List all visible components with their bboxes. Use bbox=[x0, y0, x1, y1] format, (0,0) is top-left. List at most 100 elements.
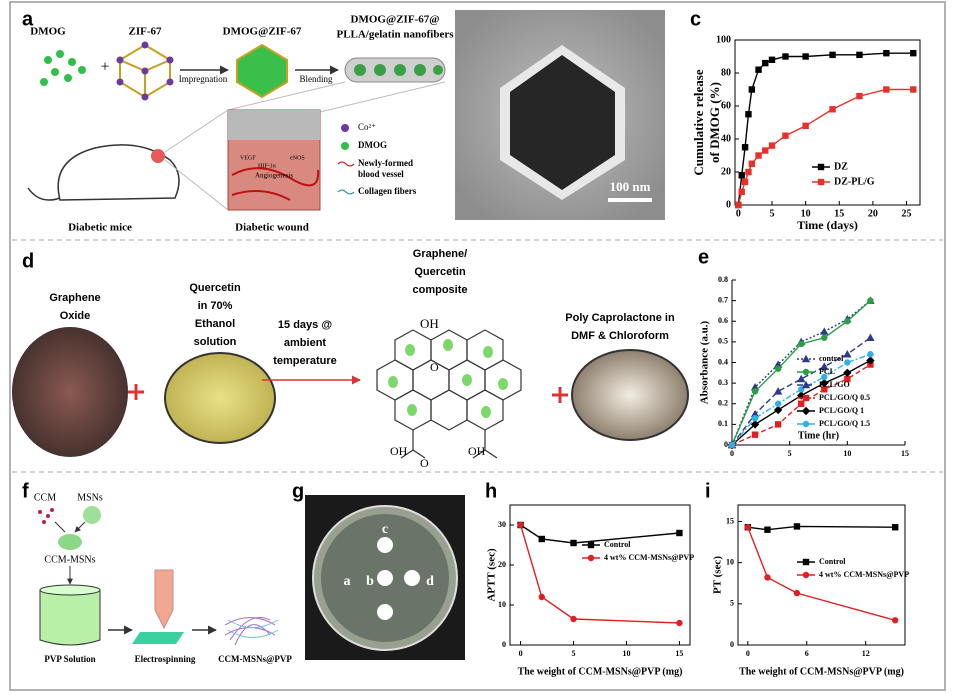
y-tick-label: 0.1 bbox=[718, 419, 728, 428]
marker bbox=[762, 147, 769, 154]
marker bbox=[517, 521, 524, 529]
label: in 70% bbox=[198, 300, 233, 312]
panel-letter: g bbox=[292, 480, 304, 502]
marker bbox=[751, 431, 759, 438]
panel-letter: i bbox=[705, 480, 711, 502]
label: solution bbox=[194, 336, 237, 348]
marker bbox=[883, 50, 890, 57]
legend-label: control bbox=[819, 354, 844, 363]
marker bbox=[844, 359, 851, 366]
hex-lattice bbox=[376, 329, 522, 459]
x-axis-label: Time (hr) bbox=[798, 430, 839, 441]
x-tick-label: 15 bbox=[834, 208, 844, 219]
legend-text: DMOG bbox=[358, 140, 387, 150]
label: Graphene bbox=[49, 292, 100, 304]
marker bbox=[844, 318, 851, 325]
y-tick-label: 0 bbox=[724, 440, 728, 449]
panel-b: 100 nm bbox=[455, 10, 665, 220]
marker bbox=[797, 374, 806, 383]
y-tick-label: 40 bbox=[721, 133, 731, 144]
label: Blending bbox=[300, 74, 333, 84]
zoom-lines bbox=[227, 81, 446, 113]
marker bbox=[774, 421, 782, 428]
marker bbox=[764, 526, 771, 533]
marker bbox=[867, 351, 874, 358]
chem-label: OH bbox=[390, 444, 408, 458]
marker bbox=[867, 297, 874, 304]
x-tick-label: 10 bbox=[843, 449, 851, 458]
marker bbox=[829, 51, 836, 59]
x-tick-label: 10 bbox=[622, 649, 630, 658]
marker bbox=[843, 350, 852, 358]
label: temperature bbox=[273, 355, 337, 367]
well-label: c bbox=[382, 522, 388, 537]
marker bbox=[751, 414, 759, 422]
series-line bbox=[737, 52, 914, 206]
y-tick-label: 80 bbox=[721, 67, 731, 78]
marker bbox=[745, 168, 752, 176]
series-line bbox=[519, 524, 680, 624]
marker bbox=[793, 523, 801, 530]
label: Electrospinning bbox=[135, 654, 196, 664]
marker bbox=[843, 368, 852, 378]
chem-label: OH bbox=[468, 444, 486, 458]
label: Diabetic mice bbox=[68, 222, 132, 234]
marker bbox=[782, 132, 789, 139]
x-tick-label: 0 bbox=[519, 649, 523, 658]
marker bbox=[856, 51, 863, 59]
marker bbox=[802, 420, 810, 428]
label: Diabetic wound bbox=[235, 222, 309, 234]
label: 15 days @ bbox=[278, 319, 332, 331]
marker bbox=[883, 86, 890, 93]
y-tick-label: 0 bbox=[726, 199, 731, 210]
marker bbox=[797, 391, 806, 400]
marker bbox=[587, 554, 595, 562]
x-axis-label: The weight of CCM-MSNs@PVP (mg) bbox=[518, 666, 683, 677]
y-tick-label: 0.2 bbox=[718, 399, 728, 408]
y-tick-label: 0.3 bbox=[718, 378, 728, 387]
marker bbox=[676, 619, 683, 627]
series-line bbox=[747, 526, 896, 621]
marker bbox=[748, 160, 756, 167]
frame bbox=[9, 1, 946, 691]
marker bbox=[735, 201, 742, 209]
well-label: a bbox=[344, 574, 351, 589]
marker bbox=[820, 362, 829, 370]
plus: + bbox=[100, 59, 109, 76]
panel-letter: h bbox=[485, 480, 497, 502]
plot-frame bbox=[734, 39, 921, 206]
particle bbox=[510, 55, 615, 190]
marker bbox=[802, 53, 809, 60]
x-tick-label: 15 bbox=[901, 449, 909, 458]
x-tick-label: 12 bbox=[862, 649, 870, 658]
chart: 0 0.1 0.2 0.3 0.4 0.5 0.6 0.7 0.8 0 5 10 15 Time (hr)… bbox=[699, 275, 909, 458]
legend-label: DZ bbox=[834, 161, 848, 172]
label: Ethanol bbox=[195, 318, 235, 330]
panel-letter: c bbox=[690, 8, 701, 30]
chart: 0 10 20 30 0 5 10 15 The weight of CCM-MSNs@PVP … bbox=[486, 504, 694, 677]
y-axis-label: APTT (sec) bbox=[486, 548, 498, 602]
marker bbox=[801, 380, 811, 389]
marker bbox=[538, 593, 545, 601]
legend-label: PCL/GO bbox=[819, 380, 850, 389]
marker bbox=[570, 539, 577, 547]
label: HIF-1α bbox=[258, 163, 277, 169]
x-tick-label: 0 bbox=[736, 208, 741, 219]
y-axis-label: Cumulative release bbox=[691, 69, 706, 175]
marker bbox=[891, 617, 899, 624]
well-label: d bbox=[426, 574, 434, 589]
y-tick-label: 30 bbox=[498, 520, 506, 529]
marker bbox=[798, 340, 805, 348]
plot-frame bbox=[737, 504, 906, 646]
y-tick-label: 0.8 bbox=[718, 275, 728, 284]
marker bbox=[798, 400, 805, 407]
plot-frame bbox=[509, 504, 691, 646]
x-tick-label: 6 bbox=[805, 649, 809, 658]
series-line bbox=[747, 525, 896, 531]
marker bbox=[768, 142, 776, 149]
x-tick-label: 25 bbox=[902, 208, 912, 219]
marker bbox=[820, 327, 829, 335]
marker bbox=[821, 373, 828, 381]
well-label: b bbox=[366, 574, 374, 589]
